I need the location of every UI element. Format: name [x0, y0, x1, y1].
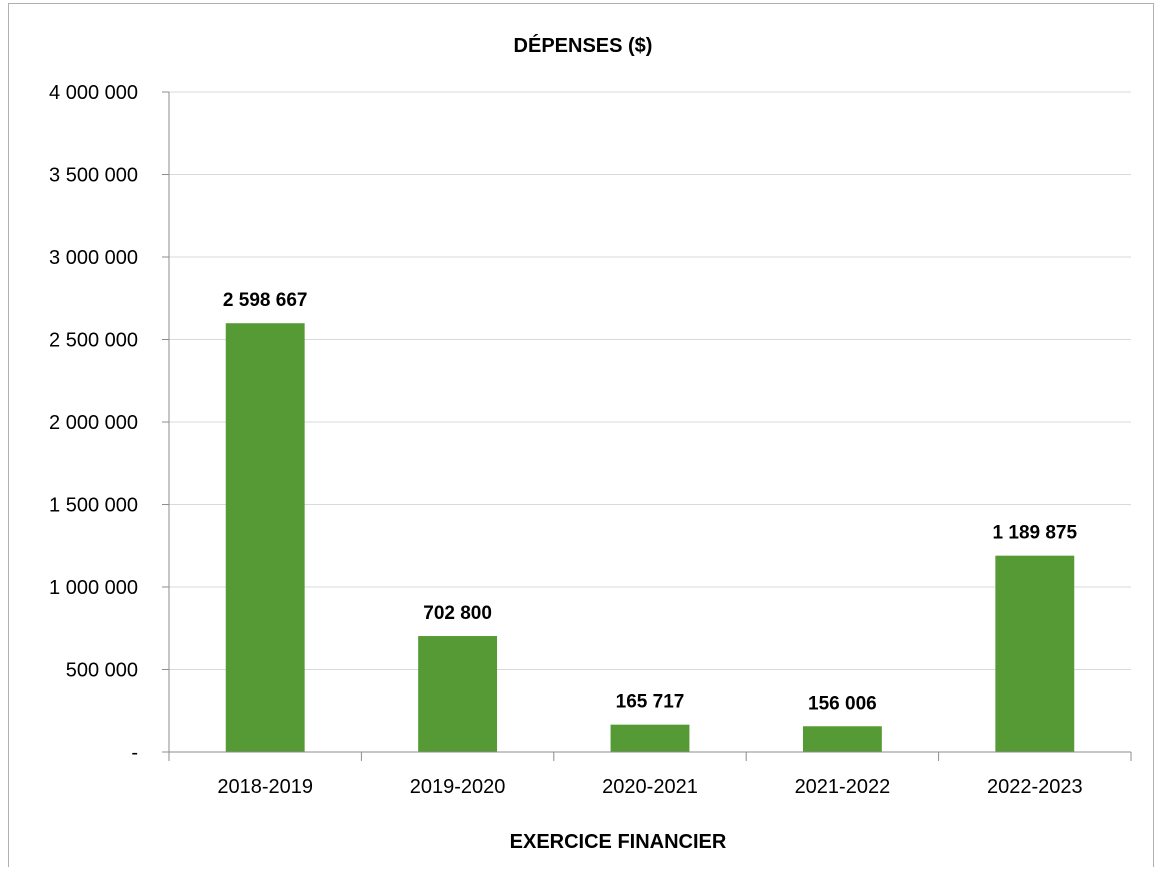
y-tick-label: 2 500 000: [49, 330, 138, 352]
y-tick-label: 1 500 000: [49, 495, 138, 517]
y-tick-label: 1 000 000: [49, 577, 138, 599]
x-tick-label: 2018-2019: [217, 776, 313, 798]
x-axis-title: EXERCICE FINANCIER: [510, 831, 727, 853]
y-tick-label: 3 000 000: [49, 247, 138, 269]
y-tick-label: -: [131, 742, 138, 764]
x-tick-label: 2020-2021: [602, 776, 698, 798]
data-label: 1 189 875: [993, 523, 1078, 544]
bar-2018-2019: [225, 323, 305, 752]
y-tick-label: 3 500 000: [49, 165, 138, 187]
x-axis: 2018-2019 2019-2020 2020-2021 2021-2022 2022…: [168, 92, 1132, 798]
data-label: 165 717: [616, 692, 685, 713]
chart-frame: [8, 3, 1154, 867]
x-tick-label: 2022-2023: [987, 776, 1083, 798]
y-tick-label: 4 000 000: [49, 82, 138, 104]
data-labels: 2 598 667 702 800 165 717 156 006 1 189 875: [223, 290, 1078, 714]
chart-title: DÉPENSES ($): [514, 34, 653, 57]
data-label: 2 598 667: [223, 290, 308, 311]
bar-2021-2022: [802, 726, 882, 752]
bars: [225, 323, 1075, 752]
bar-2022-2023: [995, 555, 1075, 752]
y-tick-label: 2 000 000: [49, 412, 138, 434]
bar-2019-2020: [418, 636, 498, 752]
x-tick-label: 2019-2020: [410, 776, 506, 798]
y-axis-ticks: - 500 000 1 000 000 1 500 000 2 000 000 2 500…: [49, 82, 169, 764]
bar-2020-2021: [610, 724, 690, 752]
data-label: 702 800: [423, 603, 492, 624]
x-tick-label: 2021-2022: [795, 776, 891, 798]
data-label: 156 006: [808, 693, 877, 714]
grid-lines: [169, 91, 1131, 670]
y-tick-label: 500 000: [66, 660, 138, 682]
